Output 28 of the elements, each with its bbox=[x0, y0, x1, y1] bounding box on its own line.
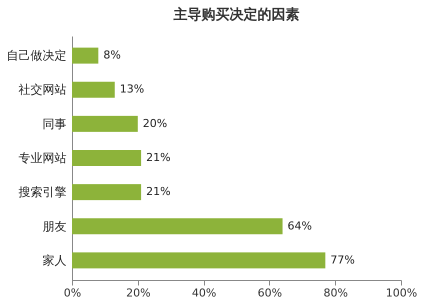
data-label: 8% bbox=[103, 48, 121, 62]
y-tick-label: 朋友 bbox=[42, 219, 66, 234]
data-label: 77% bbox=[330, 253, 355, 266]
bar bbox=[72, 218, 283, 234]
y-tick-label: 专业网站 bbox=[18, 151, 66, 165]
chart-title: 主导购买决定的因素 bbox=[172, 6, 300, 23]
x-tick-label: 80% bbox=[323, 286, 348, 300]
bar bbox=[72, 150, 142, 166]
x-tick-label: 20% bbox=[126, 286, 151, 300]
x-tick-label: 100% bbox=[386, 286, 418, 300]
x-tick-label: 40% bbox=[192, 286, 216, 300]
y-tick-label: 自己做决定 bbox=[6, 48, 66, 63]
x-tick-label: 60% bbox=[258, 286, 282, 300]
y-tick-label: 同事 bbox=[42, 116, 66, 131]
data-label: 21% bbox=[146, 151, 171, 164]
y-tick-label: 搜索引擎 bbox=[18, 185, 66, 200]
x-tick-label: 0% bbox=[64, 286, 82, 300]
bar bbox=[72, 48, 98, 64]
data-label: 64% bbox=[288, 219, 312, 232]
bar bbox=[72, 252, 326, 268]
y-tick-label: 社交网站 bbox=[18, 82, 66, 97]
data-label: 21% bbox=[146, 185, 171, 198]
bar bbox=[72, 184, 142, 200]
bar bbox=[72, 82, 115, 98]
data-label: 20% bbox=[142, 116, 168, 130]
bar bbox=[72, 116, 138, 132]
y-tick-label: 家人 bbox=[42, 253, 66, 268]
data-label: 13% bbox=[120, 82, 144, 96]
